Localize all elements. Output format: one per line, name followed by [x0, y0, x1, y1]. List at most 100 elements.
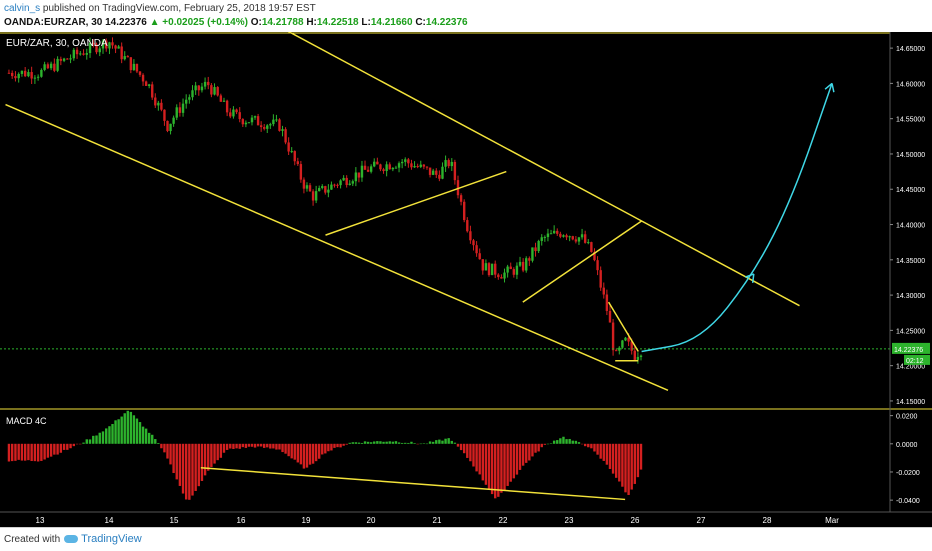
macd-bar: [175, 443, 178, 480]
macd-bar: [62, 443, 66, 450]
candle-body: [132, 63, 136, 71]
macd-bar: [36, 443, 40, 462]
price-pane[interactable]: EUR/ZAR, 30, OANDA: [0, 26, 890, 392]
macd-bar: [587, 443, 590, 448]
candle-body: [596, 260, 599, 271]
created-with-text: Created with: [4, 534, 61, 545]
price-chart-svg[interactable]: EUR/ZAR, 30, OANDA MACD 4C 14.15000 14.20…: [0, 26, 932, 527]
candle-body: [62, 58, 66, 61]
candle-body: [534, 247, 537, 252]
macd-bar: [515, 443, 519, 475]
macd-bar: [466, 443, 469, 458]
macd-bar: [101, 431, 105, 444]
macd-bar: [534, 443, 537, 453]
macd-bar: [428, 441, 432, 444]
macd-bar: [528, 443, 531, 461]
macd-pane[interactable]: MACD 4C: [6, 410, 643, 501]
macd-bar: [478, 443, 481, 475]
macd-bar: [602, 443, 605, 461]
candle-body: [376, 161, 379, 165]
macd-bar: [23, 443, 27, 461]
macd-bar: [216, 443, 219, 461]
candle-body: [203, 81, 207, 87]
candle-body: [624, 337, 627, 341]
candle-body: [222, 100, 226, 102]
macd-bar: [336, 443, 339, 448]
macd-bar: [512, 443, 516, 479]
candle-body: [438, 174, 441, 179]
macd-bar: [284, 443, 287, 454]
macd-bar: [43, 443, 46, 460]
macd-bar: [373, 441, 376, 444]
candle-body: [7, 72, 11, 74]
candle-body: [373, 161, 376, 167]
macd-bar: [497, 443, 500, 497]
macd-bar: [79, 443, 82, 445]
candle-body: [441, 166, 444, 179]
candle-body: [241, 119, 245, 125]
price-tick-label: 14.15000: [896, 399, 925, 406]
candle-body: [108, 42, 111, 49]
candle-body: [500, 277, 503, 279]
macd-bar: [633, 443, 637, 484]
macd-bar: [540, 443, 543, 448]
trendline-wedge-2: [522, 220, 643, 303]
author-link[interactable]: calvin_s: [4, 3, 41, 14]
candle-body: [269, 124, 272, 126]
candle-body: [238, 112, 241, 120]
macd-bar: [232, 443, 235, 449]
macd-bar: [59, 443, 63, 453]
candle-body: [342, 177, 345, 181]
chart-background: [0, 32, 932, 527]
macd-bar: [453, 442, 457, 444]
macd-bar: [184, 443, 188, 500]
macd-bar: [605, 443, 609, 465]
price-change: ▲ +0.02025 (+0.14%): [149, 17, 248, 28]
candle-body: [49, 63, 53, 69]
macd-bar: [404, 442, 407, 444]
symbol-ohlc-line: OANDA:EURZAR, 30 14.22376 ▲ +0.02025 (+0…: [4, 17, 468, 28]
macd-bar: [207, 443, 210, 471]
candle-body: [172, 117, 175, 124]
candle-body: [33, 77, 37, 79]
macd-bar: [275, 443, 278, 450]
macd-bar: [256, 443, 260, 447]
candle-body: [351, 181, 354, 184]
candle-body: [565, 235, 568, 238]
macd-bar: [85, 439, 88, 444]
macd-bar: [391, 441, 395, 444]
trendline-flag-upper: [607, 301, 639, 352]
candle-body: [531, 247, 534, 261]
tradingview-brand[interactable]: TradingView: [81, 533, 142, 545]
macd-bar: [419, 443, 422, 445]
chart-area[interactable]: EUR/ZAR, 30, OANDA MACD 4C 14.15000 14.20…: [0, 26, 932, 527]
macd-bar: [562, 436, 565, 444]
candle-body: [141, 74, 145, 82]
macd-bar: [385, 441, 388, 444]
candle-body: [400, 161, 404, 164]
candle-body: [537, 240, 540, 252]
macd-bar: [120, 416, 123, 444]
macd-bar: [250, 443, 254, 447]
candle-body: [293, 151, 296, 162]
candle-body: [562, 235, 565, 237]
candle-body: [577, 237, 581, 242]
macd-bar: [191, 443, 194, 496]
price-tick-label: 14.40000: [896, 223, 925, 230]
candle-body: [114, 45, 117, 49]
macd-bar: [141, 426, 145, 444]
macd-bar: [447, 438, 450, 444]
candle-body: [503, 272, 506, 279]
time-tick-label: 23: [565, 516, 574, 525]
candle-body: [475, 245, 478, 254]
candle-body: [435, 170, 438, 175]
candle-body: [540, 237, 543, 241]
macd-bar: [425, 443, 429, 445]
candle-body: [363, 165, 367, 170]
macd-tick-label: 0.0000: [896, 442, 918, 449]
price-tick-label: 14.45000: [896, 187, 925, 194]
macd-bar: [469, 443, 472, 462]
candle-body: [590, 242, 593, 252]
macd-bar: [69, 443, 72, 449]
candle-body: [200, 86, 204, 91]
